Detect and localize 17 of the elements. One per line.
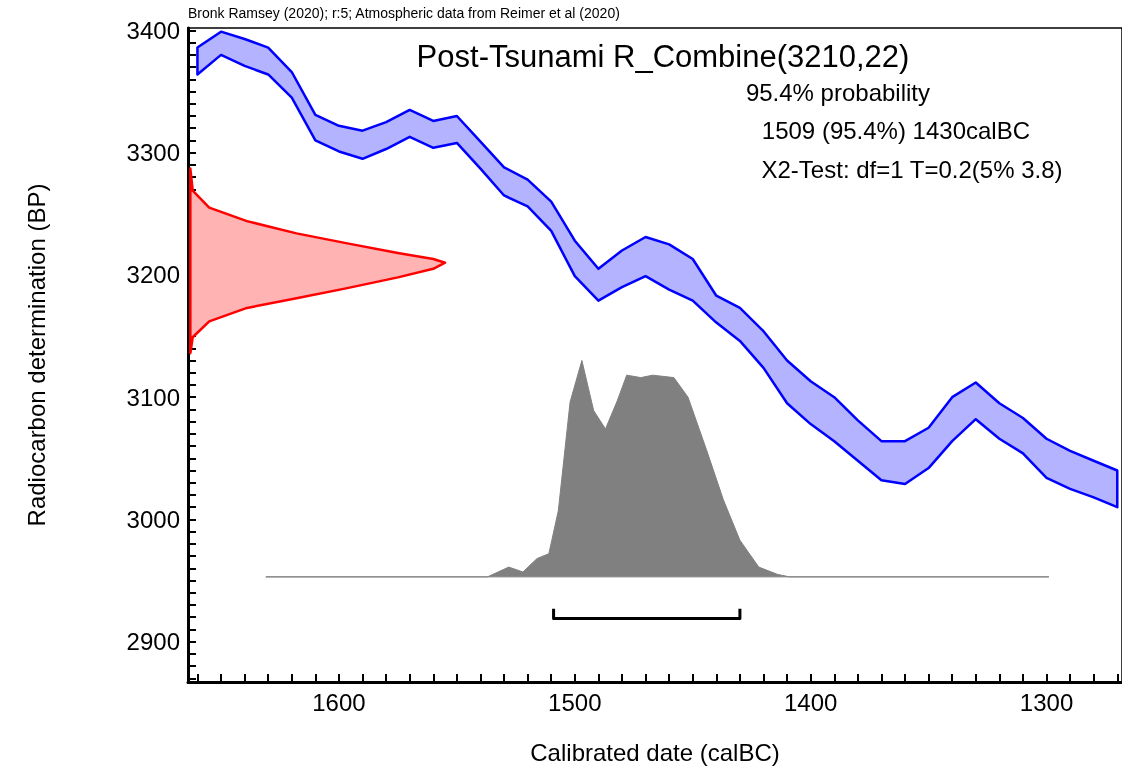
- y-tick-label: 3000: [126, 505, 180, 533]
- y-tick-label: 2900: [126, 628, 180, 656]
- annotation: X2-Test: df=1 T=0.2(5% 3.8): [761, 155, 1063, 183]
- x-tick-label: 1300: [1019, 688, 1074, 716]
- y-axis-title: Radiocarbon determination (BP): [22, 183, 50, 527]
- y-tick-label: 3200: [126, 261, 180, 289]
- y-tick-label: 3400: [126, 16, 180, 44]
- annotation: 1509 (95.4%) 1430calBC: [761, 116, 1030, 144]
- x-tick-label: 1600: [312, 688, 366, 716]
- y-tick-label: 3100: [126, 383, 180, 411]
- x-axis-title: Calibrated date (calBC): [530, 738, 780, 766]
- y-tick-label: 3300: [126, 139, 180, 167]
- annotation: 95.4% probability: [745, 78, 931, 106]
- x-tick-label: 1400: [783, 688, 838, 716]
- x-tick-label: 1500: [548, 688, 602, 716]
- chart-title: Post-Tsunami R_Combine(3210,22): [416, 39, 910, 74]
- text: Bronk Ramsey (2020); r:5; Atmospheric data from Reimer et al (2020): [188, 5, 620, 21]
